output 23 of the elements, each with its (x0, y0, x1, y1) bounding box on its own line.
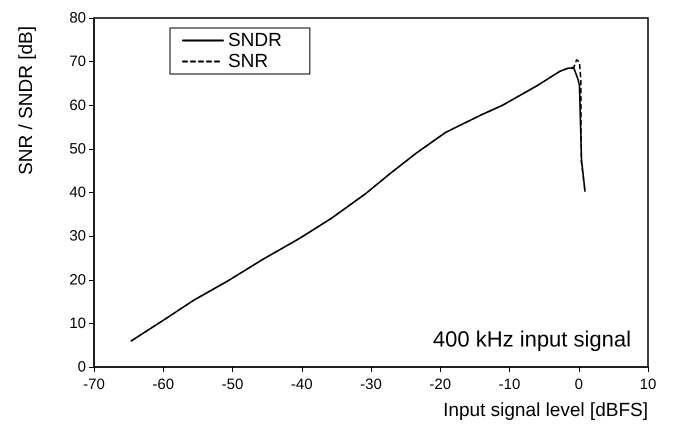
x-tick-label: -40 (290, 376, 313, 393)
y-tick-label: 60 (69, 96, 86, 114)
y-tick-label: 30 (69, 228, 86, 245)
x-tick-label: -10 (498, 376, 520, 393)
x-tick-label: 0 (574, 376, 583, 393)
x-tick-label: -60 (152, 376, 174, 393)
y-tick-label: 70 (69, 53, 86, 70)
x-tick-label: 10 (640, 376, 656, 393)
x-tick-label: -70 (83, 376, 105, 393)
x-tick-label: -50 (222, 376, 244, 393)
y-tick-label: 0 (78, 358, 86, 376)
x-axis-title: Input signal level [dBFS] (443, 400, 648, 421)
y-tick-label: 40 (69, 184, 86, 201)
y-axis-title: SNR / SNDR [dB] (16, 26, 37, 175)
x-tick-label: -20 (429, 376, 452, 393)
y-tick-label: 50 (69, 140, 86, 158)
legend-label: SNR (228, 51, 268, 72)
y-tick-label: 10 (69, 314, 86, 332)
legend-label: SNDR (228, 30, 282, 51)
y-tick-label: 20 (69, 271, 86, 288)
y-tick-label: 80 (69, 10, 86, 26)
annotation: 400 kHz input signal (432, 326, 632, 352)
x-tick-label: -30 (360, 376, 382, 393)
